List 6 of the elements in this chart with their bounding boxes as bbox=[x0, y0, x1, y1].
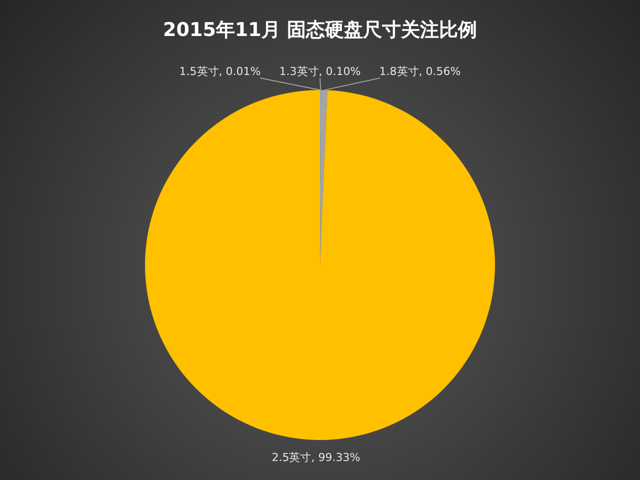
slice-label: 1.8英寸, 0.56% bbox=[379, 65, 461, 78]
slice-label: 2.5英寸, 99.33% bbox=[272, 450, 360, 464]
slice-label: 1.5英寸, 0.01% bbox=[179, 65, 261, 78]
pie-slice bbox=[145, 90, 495, 440]
slice-label: 1.3英寸, 0.10% bbox=[279, 65, 361, 78]
chart-title: 2015年11月 固态硬盘尺寸关注比例 bbox=[163, 19, 477, 41]
